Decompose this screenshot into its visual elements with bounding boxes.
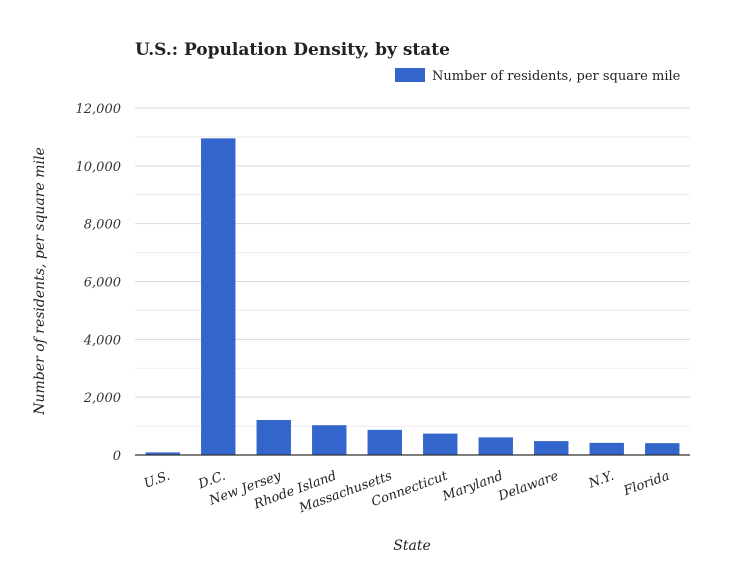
bar [645, 443, 680, 455]
x-tick-label: U.S. [142, 469, 172, 492]
bar [256, 420, 291, 455]
legend: Number of residents, per square mile [395, 68, 681, 84]
legend-label: Number of residents, per square mile [432, 69, 681, 84]
y-tick-label: 12,000 [76, 102, 122, 117]
y-tick-label: 4,000 [83, 333, 121, 348]
bar [312, 425, 347, 455]
bar [423, 433, 458, 455]
bar [478, 437, 513, 455]
y-tick-label: 0 [113, 449, 121, 464]
y-tick-label: 10,000 [76, 160, 122, 175]
y-tick-label: 2,000 [83, 391, 121, 406]
bar [367, 429, 402, 455]
legend-swatch [395, 68, 425, 82]
bar [589, 442, 624, 455]
y-axis-ticks: 0 2,000 4,000 6,000 8,000 10,000 12,000 [76, 102, 122, 464]
bar [201, 138, 236, 456]
x-tick-label: Florida [621, 469, 672, 500]
y-tick-label: 8,000 [84, 218, 121, 233]
chart-title: U.S.: Population Density, by state [135, 40, 450, 60]
x-axis-title: State [393, 538, 430, 554]
bars [145, 138, 680, 456]
bar [534, 441, 569, 455]
x-tick-label: Delaware [496, 469, 561, 505]
x-tick-label: N.Y. [586, 469, 616, 492]
x-tick-label: Maryland [440, 469, 505, 505]
bar [145, 452, 180, 455]
y-tick-label: 6,000 [84, 276, 121, 291]
y-axis-title: Number of residents, per square mile [32, 147, 48, 415]
